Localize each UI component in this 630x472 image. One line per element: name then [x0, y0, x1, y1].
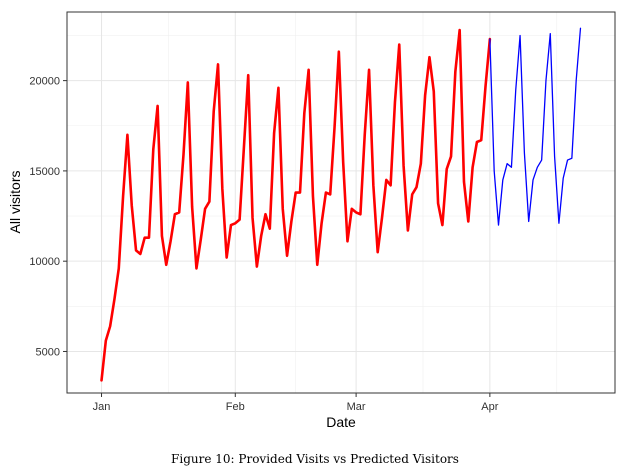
series-line-provided: [100, 28, 492, 382]
y-tick-label: 5000: [36, 346, 60, 358]
plot-panel-background: [67, 12, 615, 393]
y-axis-title: All visitors: [7, 170, 23, 233]
series-line-predicted: [489, 27, 582, 226]
x-tick-label: Jan: [93, 401, 111, 413]
x-tick-label: Apr: [481, 401, 498, 413]
x-tick-label: Feb: [226, 401, 245, 413]
figure-caption: Figure 10: Provided Visits vs Predicted …: [171, 452, 459, 466]
y-tick-label: 10000: [29, 256, 60, 268]
x-tick-label: Mar: [347, 401, 366, 413]
chart: 5000 10000 15000 20000 Jan Feb Mar Apr Date All…: [7, 11, 616, 430]
y-tick-label: 20000: [29, 76, 60, 88]
x-axis-title: Date: [326, 414, 356, 430]
y-tick-label: 15000: [29, 166, 60, 178]
series-layer: [100, 27, 582, 382]
axes: 5000 10000 15000 20000 Jan Feb Mar Apr: [29, 76, 498, 413]
plot-panel-border: [66, 11, 616, 394]
grid: [67, 12, 615, 393]
